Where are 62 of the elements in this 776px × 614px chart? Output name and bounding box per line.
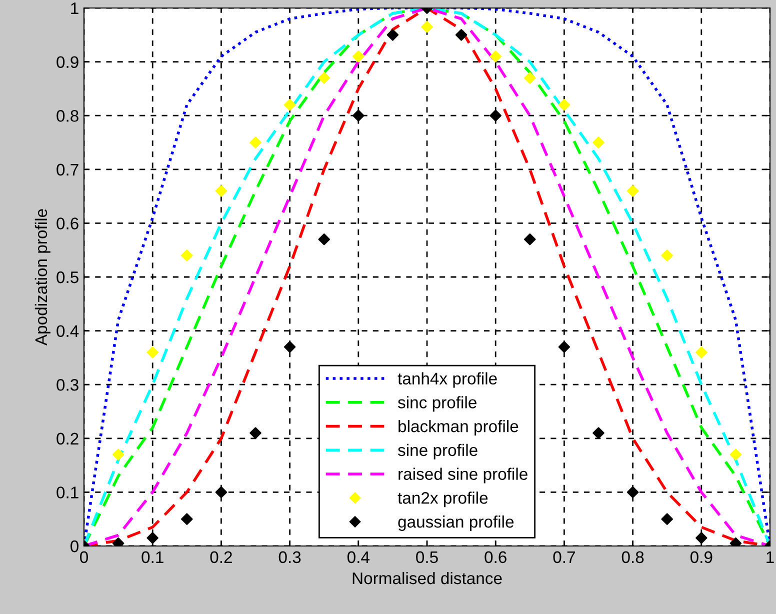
legend-label: blackman profile <box>398 420 518 436</box>
y-tick-label: 0.4 <box>56 325 79 338</box>
legend-label: tan2x profile <box>398 492 488 508</box>
point <box>352 50 364 62</box>
x-tick-label: 0.1 <box>142 551 164 564</box>
y-axis-title: Apodization profile <box>34 209 50 346</box>
point <box>696 532 708 544</box>
point <box>730 448 742 460</box>
point <box>146 346 158 358</box>
y-tick-label: 0.9 <box>56 56 78 68</box>
x-tick-label: 0.3 <box>278 551 301 564</box>
x-tick-label: 0.4 <box>347 551 370 564</box>
y-tick-label: 0.5 <box>56 271 78 284</box>
point <box>352 110 364 122</box>
point <box>318 233 330 246</box>
point <box>696 346 708 358</box>
y-tick-label: 0.3 <box>56 379 78 391</box>
legend-label: tanh4x profile <box>398 372 497 388</box>
point <box>558 98 570 111</box>
point <box>592 136 604 148</box>
x-tick-label: 0.9 <box>690 551 712 564</box>
point <box>146 532 158 544</box>
point <box>626 185 639 197</box>
point <box>284 341 296 353</box>
x-tick-label: 0.6 <box>484 551 506 564</box>
point <box>421 20 433 33</box>
point <box>250 427 262 439</box>
y-tick-label: 0 <box>70 540 78 552</box>
point <box>215 185 228 197</box>
point <box>181 513 193 525</box>
y-tick-label: 0.1 <box>56 486 78 498</box>
point <box>490 50 502 62</box>
y-tick-label: 0.8 <box>56 110 78 122</box>
legend-label: raised sine profile <box>398 468 528 484</box>
point <box>112 448 124 460</box>
point <box>284 98 296 111</box>
x-tick-label: 0.2 <box>210 551 232 564</box>
x-tick-label: 0.8 <box>622 551 644 564</box>
point <box>215 486 228 498</box>
y-tick-label: 0.6 <box>56 218 78 230</box>
legend-label: sine profile <box>398 444 478 460</box>
point <box>558 341 570 353</box>
legend-label: sinc profile <box>398 396 476 412</box>
point <box>250 136 262 148</box>
y-tick-label: 1 <box>71 2 78 14</box>
y-tick-label: 0.7 <box>56 164 78 176</box>
point <box>661 250 673 262</box>
point <box>592 427 604 439</box>
x-tick-label: 0.5 <box>416 551 438 564</box>
point <box>524 233 536 246</box>
point <box>181 250 193 262</box>
x-tick-label: 1 <box>766 551 774 563</box>
point <box>626 486 639 498</box>
point <box>661 513 673 525</box>
x-tick-label: 0 <box>80 551 88 564</box>
legend-label: gaussian profile <box>398 515 514 531</box>
x-tick-label: 0.7 <box>553 551 575 564</box>
point <box>490 110 502 122</box>
point <box>318 72 330 84</box>
x-axis-title: Normalised distance <box>352 572 502 584</box>
point <box>524 72 536 84</box>
y-tick-label: 0.2 <box>56 432 78 445</box>
